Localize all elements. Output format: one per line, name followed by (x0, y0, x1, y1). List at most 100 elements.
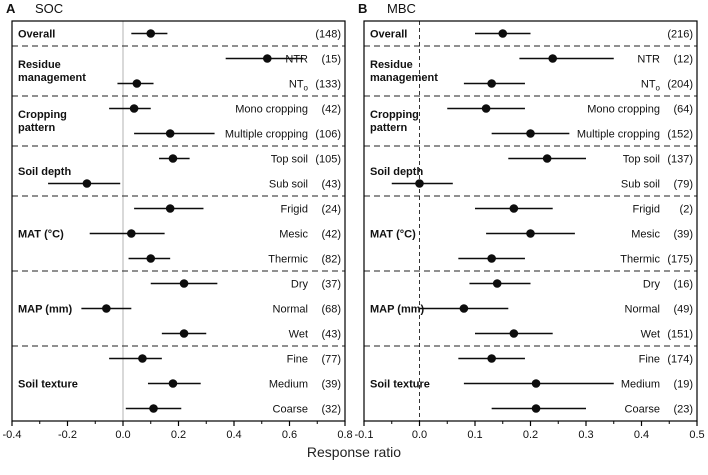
subgroup-label: NTR (285, 54, 308, 66)
subgroup-label: Top soil (271, 154, 308, 166)
subgroup-label: Sub soil (269, 179, 308, 191)
count-label: (37) (321, 279, 341, 291)
count-label: (42) (321, 229, 341, 241)
count-label: (24) (321, 204, 341, 216)
count-label: (77) (321, 354, 341, 366)
x-tick-label: 0.3 (578, 429, 593, 441)
count-label: (174) (667, 354, 693, 366)
count-label: (19) (673, 379, 693, 391)
count-label: (42) (321, 104, 341, 116)
data-point (129, 104, 139, 113)
x-tick-label: 0.2 (171, 429, 186, 441)
x-tick-label: -0.2 (58, 429, 77, 441)
count-label: (133) (315, 79, 341, 91)
category-label: Soil depth (370, 166, 423, 178)
category-label: Overall (18, 29, 55, 41)
subgroup-label: Dry (643, 279, 661, 291)
count-label: (105) (315, 154, 341, 166)
data-point (149, 404, 158, 413)
data-point (165, 204, 175, 213)
count-label: (151) (667, 329, 693, 341)
subgroup-label: Fine (639, 354, 660, 366)
count-label: (39) (321, 379, 341, 391)
x-tick-label: 0.1 (467, 429, 482, 441)
subgroup-label: Multiple cropping (577, 129, 660, 141)
panel-B: Overall Residue management Cropping pattern S… (355, 20, 705, 441)
panel-b-title: MBC (387, 1, 416, 16)
subgroup-label: Mesic (279, 229, 308, 241)
data-point (459, 304, 469, 313)
data-point (542, 154, 552, 163)
subgroup-label: Frigid (280, 204, 308, 216)
count-label: (68) (321, 304, 341, 316)
panel-b-letter: B (358, 1, 368, 16)
subgroup-label: Mono cropping (235, 104, 308, 116)
count-label: (216) (667, 29, 693, 41)
data-point (526, 129, 535, 138)
data-point (168, 379, 178, 388)
subgroup-label: Sub soil (621, 179, 660, 191)
count-label: (23) (673, 404, 693, 416)
subgroup-label: Top soil (623, 154, 660, 166)
data-point (487, 254, 496, 263)
count-label: (32) (321, 404, 341, 416)
count-label: (137) (667, 154, 693, 166)
count-label: (43) (321, 329, 341, 341)
category-label: Cropping pattern (370, 109, 419, 134)
subgroup-label: Wet (289, 329, 308, 341)
subgroup-label: Wet (641, 329, 660, 341)
data-point (82, 179, 92, 188)
count-label: (16) (673, 279, 693, 291)
data-point (165, 129, 175, 138)
data-point (127, 229, 136, 238)
x-tick-label: 0.0 (412, 429, 427, 441)
category-label: Soil texture (370, 379, 430, 391)
data-point (132, 79, 142, 88)
subgroup-label: Medium (269, 379, 308, 391)
category-label: Residue management (370, 59, 438, 84)
data-point (146, 254, 156, 263)
count-label: (82) (321, 254, 341, 266)
data-point (138, 354, 147, 363)
subgroup-label: Medium (621, 379, 660, 391)
panel-A: Overall Residue management Cropping pattern S… (3, 20, 353, 441)
x-tick-label: 0.8 (337, 429, 352, 441)
subgroup-label: NTo (641, 79, 661, 93)
data-point (263, 54, 272, 63)
subgroup-label: Normal (273, 304, 308, 316)
count-label: (2) (680, 204, 693, 216)
data-point (487, 354, 496, 363)
subgroup-label: Multiple cropping (225, 129, 308, 141)
data-point (481, 104, 491, 113)
subgroup-label: Normal (625, 304, 660, 316)
data-point (548, 54, 557, 63)
subgroup-label: Mono cropping (587, 104, 660, 116)
subgroup-label: NTR (637, 54, 660, 66)
count-label: (152) (667, 129, 693, 141)
data-point (146, 29, 156, 38)
category-label: Cropping pattern (18, 109, 67, 134)
count-label: (43) (321, 179, 341, 191)
x-tick-label: 0.0 (115, 429, 130, 441)
category-label: Soil texture (18, 379, 78, 391)
data-point (498, 29, 508, 38)
subgroup-label: NTo (289, 79, 309, 93)
count-label: (64) (673, 104, 693, 116)
panel-a-title: SOC (35, 1, 64, 16)
data-point (526, 229, 535, 238)
x-tick-label: 0.4 (226, 429, 241, 441)
subgroup-label: Frigid (632, 204, 660, 216)
data-point (179, 329, 189, 338)
x-tick-label: 0.2 (523, 429, 538, 441)
category-label: MAP (mm) (18, 304, 73, 316)
data-point (487, 79, 496, 88)
data-point (492, 279, 502, 288)
data-point (102, 304, 111, 313)
count-label: (175) (667, 254, 693, 266)
panel-b-header: B MBC (358, 1, 416, 16)
x-tick-label: -0.4 (3, 429, 22, 441)
x-axis-label: Response ratio (306, 444, 402, 460)
count-label: (15) (321, 54, 341, 66)
